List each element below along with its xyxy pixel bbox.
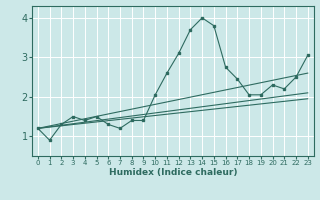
X-axis label: Humidex (Indice chaleur): Humidex (Indice chaleur)	[108, 168, 237, 177]
